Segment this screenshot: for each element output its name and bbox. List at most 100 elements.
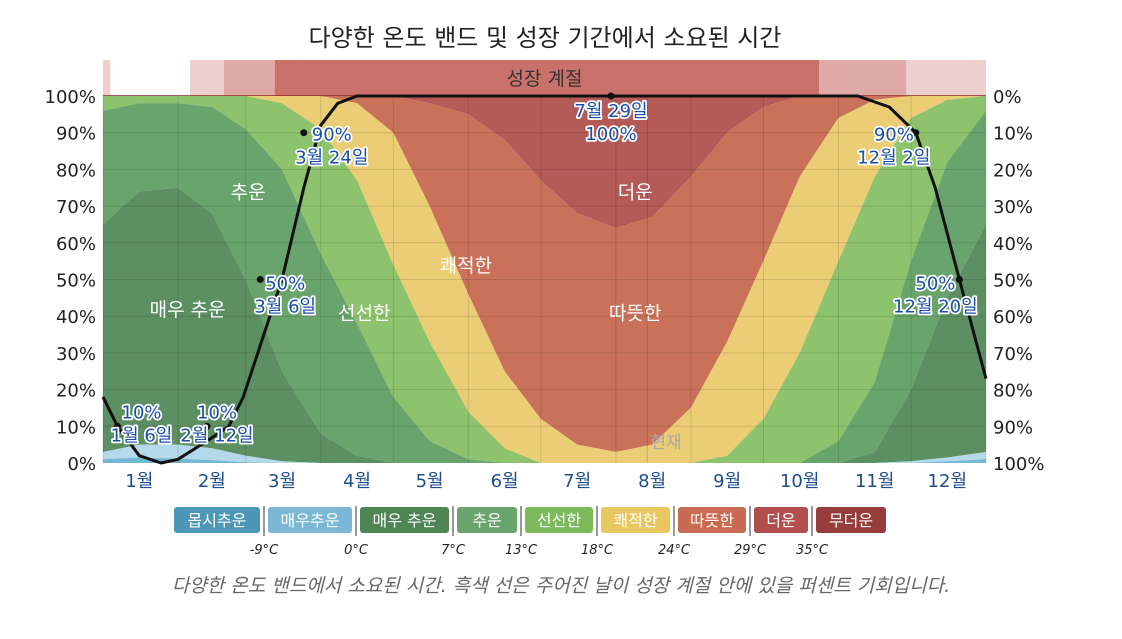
x-tick-month: 8월	[638, 471, 666, 492]
season-strip-segment-0	[103, 60, 111, 96]
annotation-text: 12월 20일	[893, 297, 978, 318]
legend-item: 추운	[457, 507, 517, 533]
season-strip-segment-6	[906, 60, 986, 96]
legend-item: 쾌적한	[601, 507, 670, 533]
y-tick-left: 50%	[56, 271, 96, 292]
axes: 0% 10% 20% 30% 40% 50% 60% 70% 80% 90% 100% 100% 90%…	[45, 87, 1045, 492]
legend-label: 더운	[766, 511, 795, 530]
annotation: 90%3월 24일	[293, 123, 370, 171]
legend-item: 매우추운	[268, 507, 352, 533]
x-tick-month: 12월	[928, 471, 967, 492]
y-tick-left: 70%	[56, 197, 96, 218]
legend-swatch	[174, 507, 260, 533]
y-tick-right: 100%	[993, 454, 1044, 475]
y-tick-left: 80%	[56, 160, 96, 181]
x-tick-month: 6월	[491, 471, 519, 492]
band-area-매우-추운	[103, 187, 986, 464]
band-area-따뜻한	[103, 96, 986, 452]
x-tick-month: 7월	[563, 471, 591, 492]
annotation-text: 100%	[585, 124, 636, 145]
band-area-더운	[103, 96, 986, 229]
growing-season-strip: 성장 계절	[103, 60, 986, 97]
legend-threshold: 0°C	[344, 543, 369, 558]
annotation-text: 3월 6일	[254, 297, 316, 318]
region-label: 쾌적한	[440, 255, 492, 277]
grid-lines	[102, 96, 987, 463]
region-label: 매우 추운	[150, 299, 226, 321]
band-area-몹시추운	[103, 457, 986, 463]
now-marker: 현재	[646, 96, 682, 463]
annotation-dot	[607, 92, 615, 100]
legend-threshold: 7°C	[441, 543, 466, 558]
legend-threshold: 24°C	[658, 543, 691, 558]
annotation-text: 3월 24일	[295, 148, 368, 169]
legend-swatch	[601, 507, 670, 533]
band-area-선선한	[103, 96, 986, 463]
y-tick-right: 60%	[993, 307, 1033, 328]
legend-swatch	[268, 507, 352, 533]
region-label: 추운	[231, 181, 266, 203]
legend-threshold: 13°C	[505, 543, 538, 558]
annotation-dot	[955, 276, 963, 283]
annotation: 50%3월 6일	[253, 272, 318, 320]
legend-label: 따뜻한	[690, 511, 734, 530]
band-area-쾌적한	[103, 96, 986, 463]
x-tick-month: 10월	[780, 471, 819, 492]
legend-swatch	[457, 507, 517, 533]
y-tick-right: 10%	[993, 124, 1033, 145]
annotation-dot	[203, 422, 211, 430]
y-tick-left: 40%	[56, 307, 96, 328]
region-label: 더운	[618, 181, 653, 203]
season-strip-segment-1	[110, 60, 190, 96]
legend: 몹시추운 매우추운 매우 추운 추운 선선한 쾌적한 따뜻한 더운 무더운 -9°C 0°C 7°C 1…	[174, 506, 886, 558]
x-tick-month: 9월	[713, 471, 741, 492]
x-tick-month: 2월	[198, 471, 226, 492]
legend-swatch	[678, 507, 746, 533]
legend-label: 매우추운	[281, 511, 340, 530]
y-tick-left: 90%	[56, 124, 96, 145]
now-label: 현재	[650, 433, 681, 453]
annotation: 50%12월 20일	[891, 272, 979, 320]
growing-season-line	[101, 94, 988, 465]
chart-caption: 다양한 온도 밴드에서 소요된 시간. 흑색 선은 주어진 날이 성장 계절 안…	[171, 575, 951, 597]
y-tick-right: 70%	[993, 344, 1033, 365]
legend-threshold: 35°C	[796, 543, 829, 558]
legend-item: 매우 추운	[360, 507, 449, 533]
y-tick-right: 0%	[993, 87, 1022, 108]
y-tick-right: 30%	[993, 197, 1033, 218]
y-tick-right: 40%	[993, 234, 1033, 255]
annotation: 10%2월 12일	[179, 401, 256, 449]
legend-item: 더운	[754, 507, 808, 533]
temperature-bands	[103, 96, 986, 464]
annotation: 10%1월 6일	[109, 401, 174, 449]
y-tick-left: 100%	[45, 87, 96, 108]
x-tick-month: 3월	[268, 471, 296, 492]
annotation-text: 90%	[312, 125, 352, 146]
y-tick-left: 20%	[56, 381, 96, 402]
annotation-dot	[256, 276, 264, 283]
annotation-text: 90%	[874, 125, 914, 146]
annotation: 90%12월 2일	[855, 123, 932, 171]
legend-swatch	[360, 507, 449, 533]
y-tick-right: 20%	[993, 160, 1033, 181]
y-tick-left: 10%	[56, 417, 96, 438]
legend-label: 매우 추운	[373, 511, 437, 530]
season-strip-segment-5	[819, 60, 907, 96]
x-tick-month: 5월	[416, 471, 444, 492]
legend-item: 선선한	[525, 507, 593, 533]
growing-season-probability-line	[101, 94, 988, 465]
legend-label: 추운	[472, 511, 501, 530]
y-tick-left: 60%	[56, 234, 96, 255]
season-strip-segment-3	[223, 60, 275, 96]
legend-label: 몹시추운	[188, 511, 247, 530]
band-area-매우추운	[103, 444, 986, 463]
legend-threshold: 18°C	[581, 543, 614, 558]
legend-item: 무더운	[816, 507, 886, 533]
x-tick-month: 1월	[125, 471, 153, 492]
y-tick-right: 50%	[993, 271, 1033, 292]
legend-threshold: -9°C	[250, 543, 279, 558]
legend-item: 따뜻한	[678, 507, 746, 533]
